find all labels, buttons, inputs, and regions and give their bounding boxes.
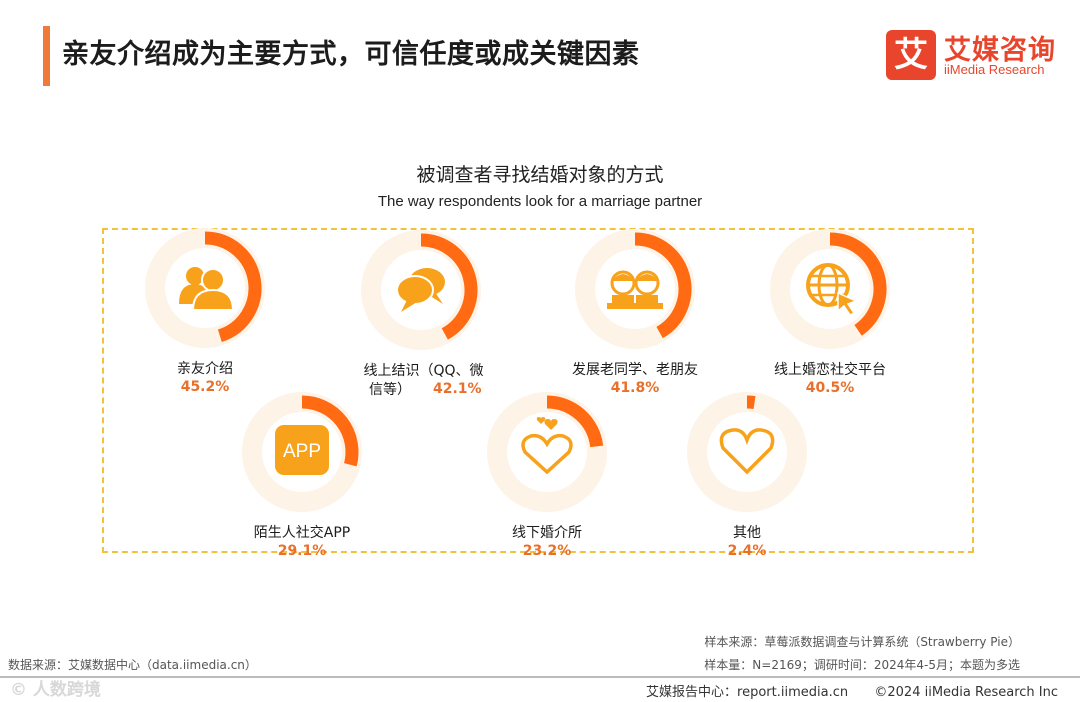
radial-item-7	[687, 392, 807, 512]
category-label: 发展老同学、老朋友	[555, 361, 715, 380]
icon-disc	[595, 249, 675, 329]
value-arc	[829, 232, 887, 336]
value-label: 23.2%	[522, 543, 572, 559]
logo-en-text: iiMedia Research	[944, 62, 1045, 77]
page-title: 亲友介绍成为主要方式，可信任度或成关键因素	[62, 39, 640, 70]
classmates-icon	[607, 270, 663, 309]
category-label: 线上婚恋社交平台	[750, 361, 910, 380]
category-label-line: 线上婚恋社交平台	[774, 362, 886, 378]
report-center-link[interactable]: 艾媒报告中心：report.iimedia.cn	[646, 685, 849, 700]
category-label: 陌生人社交APP	[222, 524, 382, 543]
copyright: ©2024 iiMedia Research Inc	[874, 685, 1058, 700]
category-label-line: 信等）	[369, 382, 411, 398]
value-arc	[420, 233, 478, 340]
category-label: 线下婚介所	[467, 524, 627, 543]
value-arc	[546, 395, 604, 448]
sample-source: 样本来源：草莓派数据调查与计算系统（Strawberry Pie）	[704, 635, 1020, 649]
value-arc	[634, 232, 692, 339]
heart-outline-icon	[719, 428, 775, 475]
footer-credits: 艾媒报告中心：report.iimedia.cn ©2024 iiMedia R…	[646, 681, 1058, 700]
value-label: 2.4%	[727, 543, 767, 559]
value-label: 41.8%	[610, 380, 660, 396]
value-arc	[746, 395, 756, 410]
hearts-icon	[521, 417, 573, 475]
value-arc	[204, 231, 262, 342]
footer-divider	[0, 676, 1080, 678]
data-source: 数据来源：艾媒数据中心（data.iimedia.cn）	[8, 658, 257, 672]
logo-mark: 艾	[886, 30, 936, 80]
chart-title: 被调查者寻找结婚对象的方式	[416, 164, 664, 186]
brand-logo: 艾 艾媒咨询 iiMedia Research	[886, 30, 1066, 82]
category-label-line: 其他	[733, 525, 761, 541]
radial-item-6	[487, 392, 607, 512]
category-label: 线上结识（QQ、微信等）	[361, 362, 486, 400]
radial-item-5: APP	[242, 392, 362, 512]
svg-text:APP: APP	[283, 441, 321, 462]
value-label: 40.5%	[805, 380, 855, 396]
category-label-line: 线下婚介所	[512, 525, 582, 541]
radial-item-4	[770, 229, 890, 349]
category-label: 亲友介绍	[125, 360, 285, 379]
chart-frame	[102, 228, 974, 553]
watermark: © 人数跨境	[10, 680, 101, 700]
category-label-line: 发展老同学、老朋友	[572, 362, 698, 378]
category-label-line: 线上结识（QQ、微	[363, 363, 484, 379]
radial-item-2	[361, 230, 481, 350]
value-label: 42.1%	[433, 381, 482, 397]
logo-cn-text: 艾媒咨询	[944, 35, 1056, 66]
value-label: 45.2%	[180, 379, 230, 395]
radial-item-3	[575, 229, 695, 349]
people-icon	[179, 267, 235, 311]
value-arc	[301, 395, 359, 467]
icon-disc	[790, 249, 870, 329]
app-icon: APP	[275, 425, 329, 475]
globe-cursor-icon	[806, 263, 858, 316]
value-label: 29.1%	[277, 543, 327, 559]
chat-bubbles-icon	[396, 268, 445, 312]
sample-info: 样本量：N=2169；调研时间：2024年4-5月；本题为多选	[704, 658, 1020, 672]
category-label-line: 陌生人社交APP	[253, 525, 351, 541]
chart-subtitle: The way respondents look for a marriage …	[377, 193, 703, 210]
icon-disc	[707, 412, 787, 492]
radial-item-1	[145, 228, 265, 348]
icon-disc	[507, 412, 587, 492]
category-label: 其他	[667, 524, 827, 543]
title-accent-bar	[43, 26, 50, 86]
category-label-line: 亲友介绍	[177, 361, 233, 377]
